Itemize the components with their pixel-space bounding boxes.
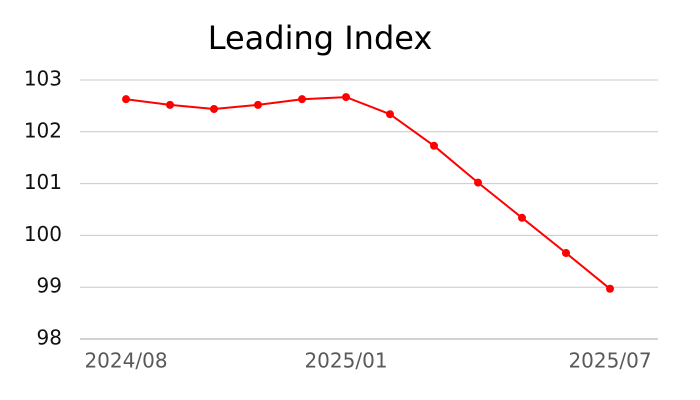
data-point bbox=[606, 284, 614, 293]
data-point bbox=[518, 213, 526, 222]
data-line bbox=[125, 96, 611, 290]
data-point bbox=[386, 110, 394, 119]
y-tick-label: 99 bbox=[37, 274, 62, 298]
x-tick-label: 2025/01 bbox=[304, 349, 387, 373]
y-tick-label: 100 bbox=[24, 222, 62, 246]
data-point bbox=[254, 100, 262, 109]
data-point bbox=[342, 93, 350, 102]
data-point bbox=[474, 178, 482, 187]
data-point bbox=[122, 95, 130, 104]
y-tick-label: 102 bbox=[24, 118, 62, 142]
y-tick-label: 101 bbox=[24, 170, 62, 194]
data-point bbox=[562, 249, 570, 258]
x-tick-label: 2024/08 bbox=[84, 349, 167, 373]
chart-title: Leading Index bbox=[208, 19, 433, 57]
x-tick-label: 2025/07 bbox=[568, 349, 651, 373]
data-point bbox=[210, 105, 218, 114]
y-tick-label: 98 bbox=[37, 326, 62, 350]
data-point bbox=[166, 100, 174, 109]
y-tick-label: 103 bbox=[24, 67, 62, 91]
data-point bbox=[430, 141, 438, 150]
data-point bbox=[298, 95, 306, 104]
